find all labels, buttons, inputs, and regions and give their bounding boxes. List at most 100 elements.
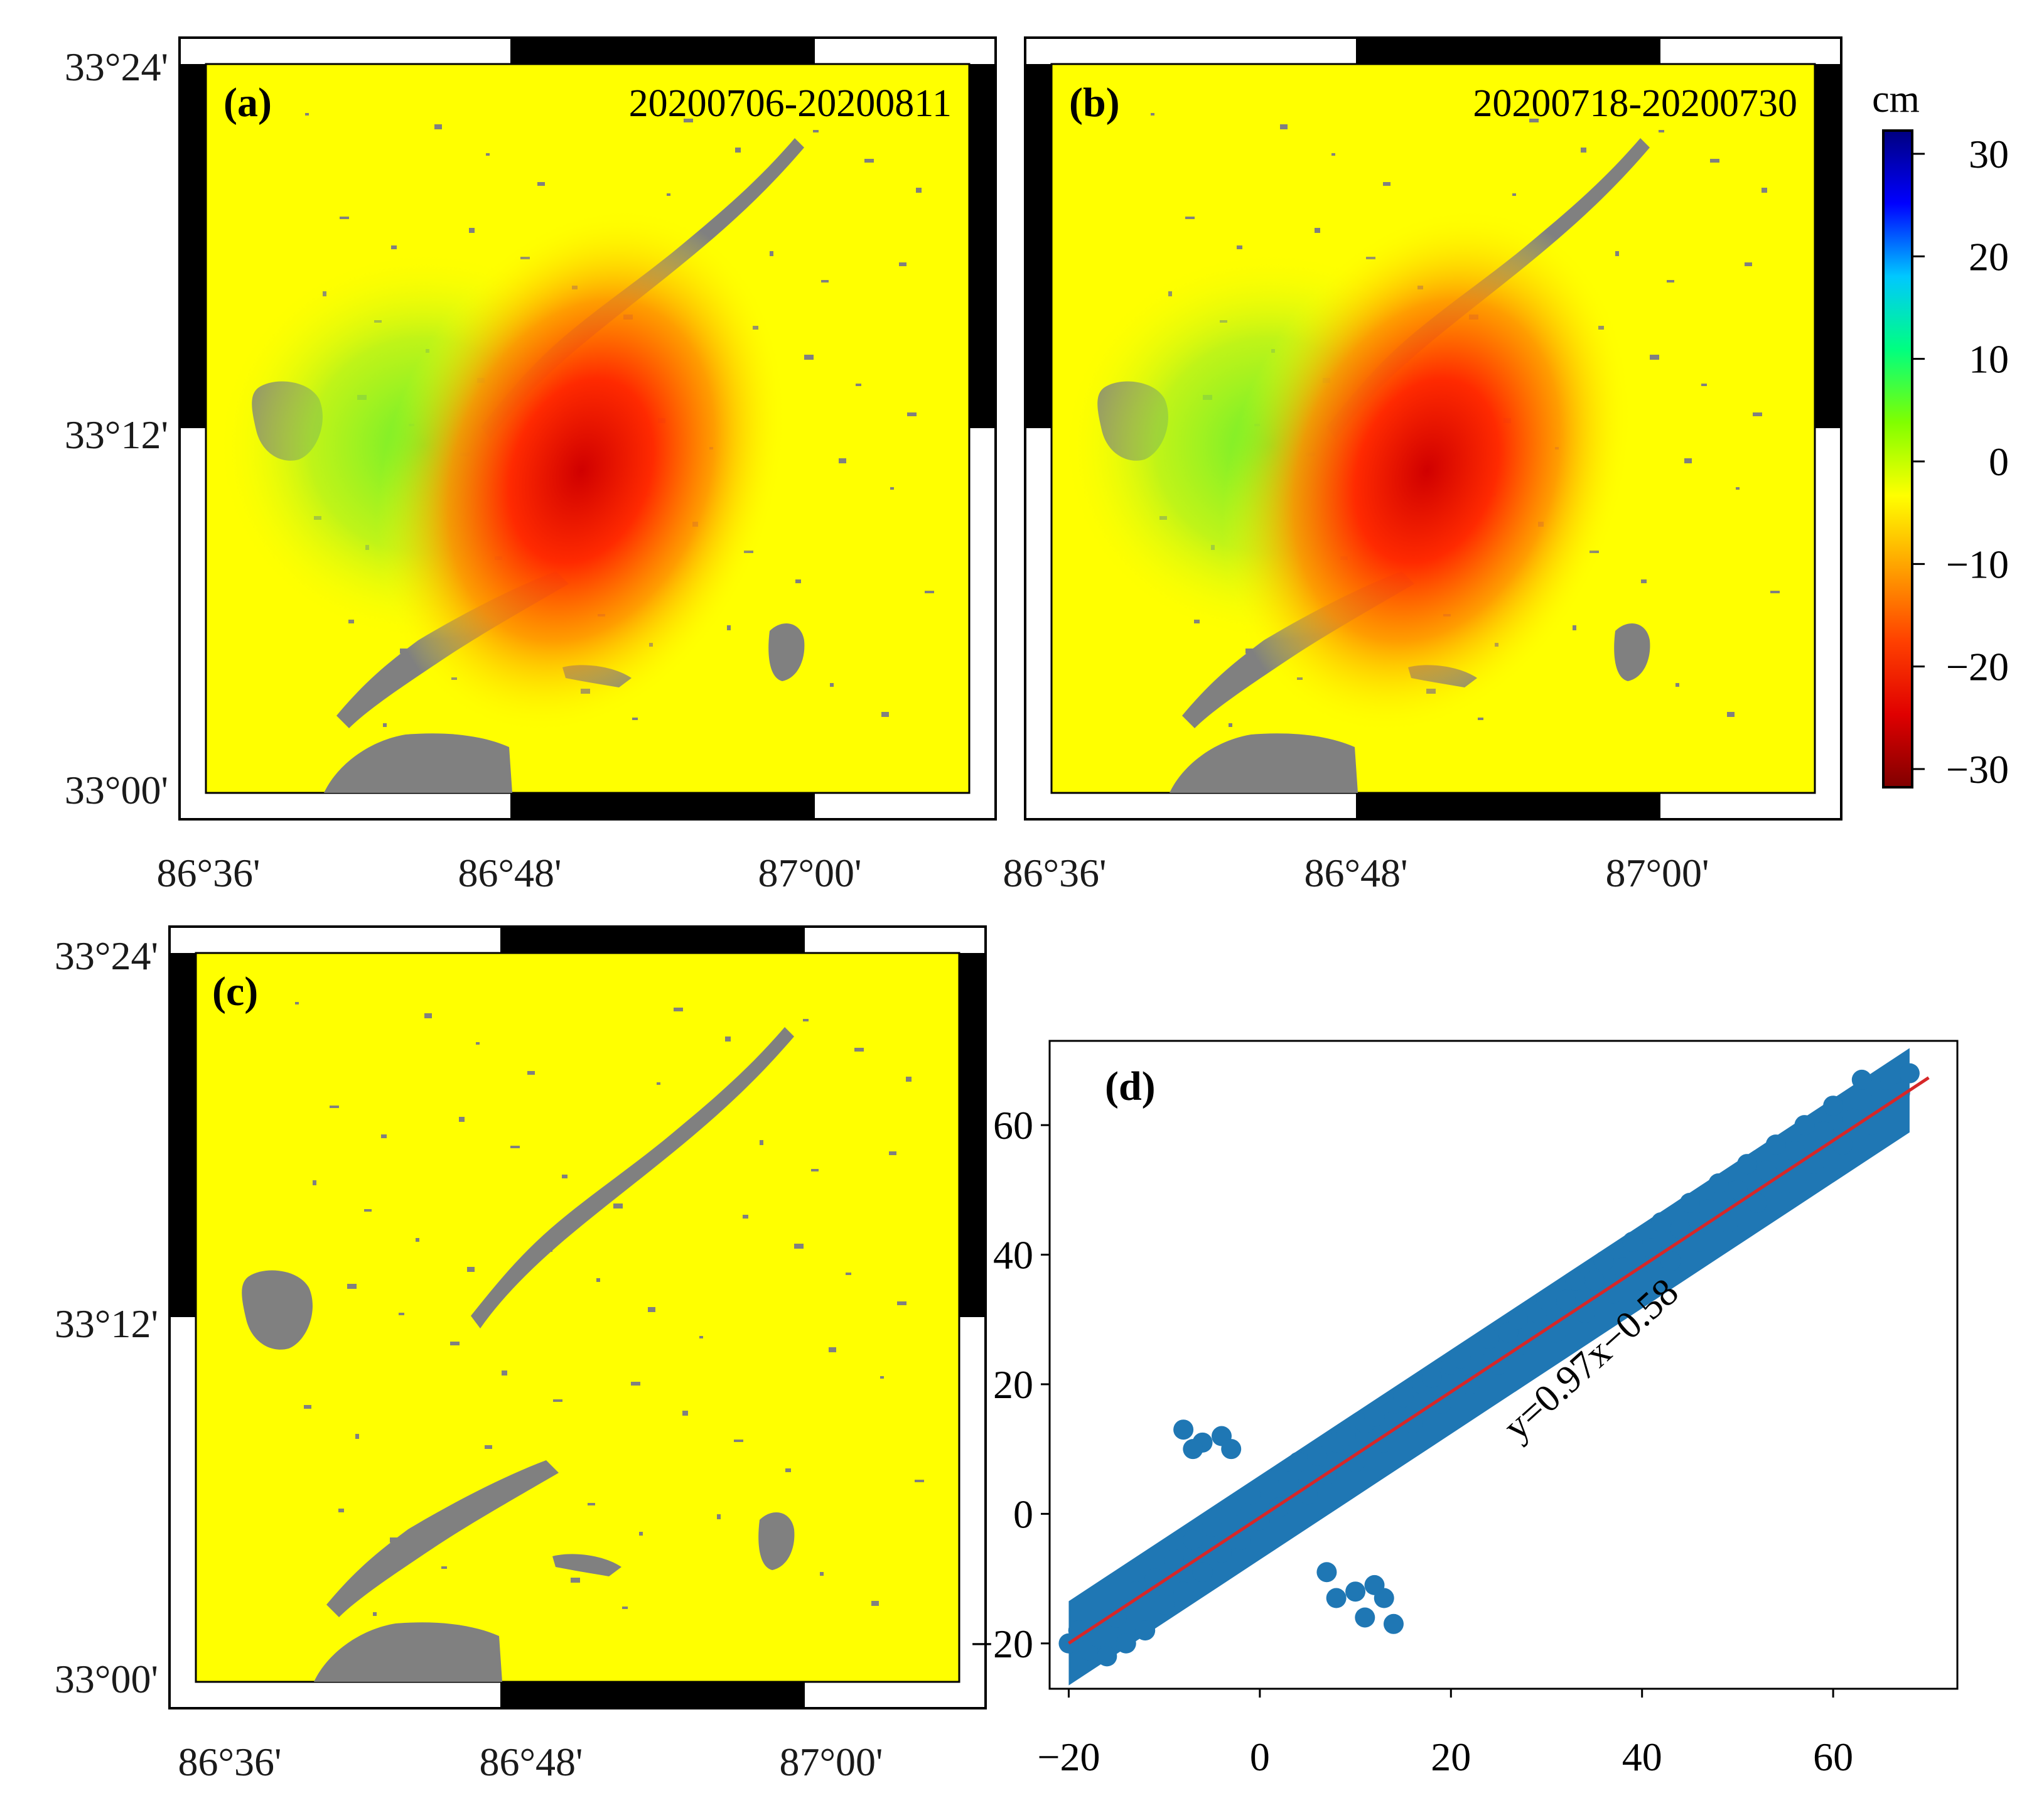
scatter-point bbox=[1183, 1529, 1203, 1550]
scatter-point bbox=[1823, 1095, 1844, 1116]
fit-line bbox=[1068, 1076, 1930, 1645]
map-panel-b: (b) 20200718-20200730 bbox=[1024, 36, 1842, 821]
subsidence-lobe bbox=[1222, 208, 1632, 733]
scatter-point bbox=[1355, 1607, 1375, 1628]
masked-speckle bbox=[304, 1405, 311, 1409]
masked-speckle bbox=[856, 384, 861, 386]
masked-speckle bbox=[434, 124, 442, 129]
masked-speckle bbox=[536, 1474, 540, 1479]
masked-area bbox=[326, 1460, 559, 1617]
masked-speckle bbox=[699, 1336, 703, 1338]
masked-speckle bbox=[708, 1111, 716, 1115]
masked-speckle bbox=[785, 1468, 791, 1472]
unwrapped-mask-region bbox=[242, 1002, 924, 1682]
masked-speckle bbox=[795, 579, 801, 583]
masked-speckle bbox=[871, 1601, 879, 1606]
scatter-point bbox=[1173, 1419, 1194, 1440]
masked-speckle bbox=[1245, 649, 1255, 654]
map-frame-ticks bbox=[180, 38, 996, 819]
masked-speckle bbox=[1727, 712, 1735, 717]
masked-speckle bbox=[383, 723, 387, 727]
masked-speckle bbox=[450, 1342, 460, 1345]
masked-speckle bbox=[485, 1445, 492, 1449]
masked-speckle bbox=[416, 1238, 419, 1242]
masked-speckle bbox=[1315, 228, 1320, 233]
masked-speckle bbox=[1331, 153, 1335, 156]
scatter-point bbox=[1479, 1328, 1500, 1349]
subsidence-lobe bbox=[376, 208, 787, 733]
masked-speckle bbox=[768, 1543, 776, 1546]
scatter-point bbox=[1727, 1180, 1748, 1200]
masked-speckle bbox=[682, 1411, 688, 1416]
scatter-point bbox=[1775, 1173, 1796, 1194]
scatter-point bbox=[1364, 1406, 1385, 1427]
scatter-point bbox=[1699, 1199, 1719, 1220]
scatter-point bbox=[1240, 1484, 1261, 1505]
scatter-point bbox=[1517, 1335, 1538, 1356]
frame-bar bbox=[1356, 793, 1660, 819]
masked-speckle bbox=[613, 1203, 623, 1209]
map-panel-c: (c) bbox=[168, 925, 987, 1709]
masked-speckle bbox=[657, 1082, 660, 1085]
masked-speckle bbox=[391, 245, 397, 249]
frame-bar bbox=[500, 927, 805, 953]
frame-bar bbox=[169, 953, 196, 1317]
masked-area bbox=[1614, 623, 1650, 681]
masked-speckle bbox=[1615, 251, 1619, 256]
lat-tick-label: 33°00' bbox=[65, 768, 168, 812]
deformation-lobes bbox=[1063, 208, 1632, 733]
colorbar-tick-label: −20 bbox=[1946, 645, 2009, 689]
scatter-point bbox=[1890, 1082, 1910, 1103]
scatter-point bbox=[1335, 1426, 1356, 1446]
frame-bar bbox=[969, 64, 996, 428]
masked-speckle bbox=[854, 1048, 864, 1052]
interferogram-date: 20200706-20200811 bbox=[629, 82, 952, 125]
lat-tick-label: 33°24' bbox=[65, 45, 168, 89]
masked-speckle bbox=[1762, 188, 1767, 193]
scatter-point bbox=[1593, 1251, 1614, 1271]
x-tick-label: 0 bbox=[1250, 1735, 1270, 1779]
scatter-point bbox=[1154, 1594, 1175, 1615]
masked-speckle bbox=[925, 591, 934, 593]
masked-speckle bbox=[821, 280, 829, 283]
scatter-point bbox=[1058, 1633, 1079, 1654]
masked-speckle bbox=[571, 1578, 580, 1583]
scatter-point bbox=[1450, 1348, 1471, 1369]
scatter-point bbox=[1804, 1154, 1824, 1175]
masked-speckle bbox=[330, 1106, 339, 1108]
scatter-point bbox=[1221, 1439, 1242, 1460]
scatter-point bbox=[1393, 1387, 1414, 1408]
scatter-point bbox=[1316, 1562, 1337, 1583]
lon-tick-label: 86°36' bbox=[1003, 851, 1106, 895]
masked-speckle bbox=[1151, 113, 1154, 116]
masked-speckle bbox=[916, 188, 922, 193]
scatter-point bbox=[1679, 1193, 1700, 1213]
scatter-point bbox=[1221, 1497, 1242, 1518]
scatter-point bbox=[1574, 1303, 1595, 1323]
masked-area bbox=[758, 1512, 795, 1570]
masked-speckle bbox=[890, 487, 894, 490]
masked-speckle bbox=[915, 1480, 924, 1482]
scatter-point bbox=[1173, 1581, 1194, 1602]
masked-area bbox=[1170, 733, 1358, 793]
interferogram-date: 20200718-20200730 bbox=[1473, 82, 1797, 125]
masked-speckle bbox=[1770, 591, 1780, 593]
lat-tick-label: 33°24' bbox=[55, 934, 158, 978]
y-axis-ticks: −20 0 20 40 60 bbox=[971, 1103, 1050, 1666]
masked-speckle bbox=[1676, 683, 1679, 687]
colorbar: cm 30 20 10 0 −10 −20 −30 bbox=[1872, 78, 2009, 792]
masked-speckle bbox=[717, 1514, 721, 1519]
scatter-point bbox=[1851, 1069, 1872, 1090]
deformation-lobes bbox=[217, 208, 787, 733]
scatter-point bbox=[1106, 1607, 1127, 1628]
scatter-point bbox=[1737, 1154, 1758, 1175]
geo-axis-labels: 33°24' 33°12' 33°00' 86°36' 86°48' 87°00… bbox=[55, 45, 1709, 1784]
x-tick-label: 20 bbox=[1431, 1735, 1471, 1779]
scatter-point bbox=[1230, 1529, 1251, 1550]
lat-tick-label: 33°00' bbox=[55, 1657, 158, 1701]
masked-speckle bbox=[1641, 579, 1647, 583]
scatter-point bbox=[1794, 1115, 1815, 1136]
masked-speckle bbox=[820, 1572, 824, 1576]
colorbar-tick-label: −10 bbox=[1946, 542, 2009, 586]
masked-speckle bbox=[735, 148, 741, 153]
